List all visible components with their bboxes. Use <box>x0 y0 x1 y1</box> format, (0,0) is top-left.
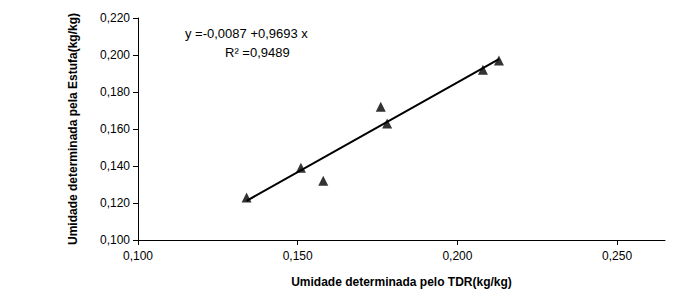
svg-text:0,120: 0,120 <box>100 196 130 210</box>
svg-text:R² =0,9489: R² =0,9489 <box>225 45 290 60</box>
svg-text:y =-0,0087 +0,9693 x: y =-0,0087 +0,9693 x <box>185 26 308 41</box>
svg-text:0,140: 0,140 <box>100 159 130 173</box>
svg-text:0,100: 0,100 <box>100 233 130 247</box>
svg-text:Umidade determinada pelo TDR(k: Umidade determinada pelo TDR(kg/kg) <box>291 275 512 289</box>
svg-text:0,150: 0,150 <box>283 249 313 263</box>
svg-text:Umidade determinada pela Estuf: Umidade determinada pela Estufa(kg/kg) <box>66 13 80 245</box>
svg-text:0,100: 0,100 <box>123 249 153 263</box>
svg-text:0,250: 0,250 <box>602 249 632 263</box>
svg-text:0,220: 0,220 <box>100 11 130 25</box>
svg-text:0,200: 0,200 <box>442 249 472 263</box>
svg-text:0,180: 0,180 <box>100 85 130 99</box>
svg-text:0,200: 0,200 <box>100 48 130 62</box>
svg-text:0,160: 0,160 <box>100 122 130 136</box>
